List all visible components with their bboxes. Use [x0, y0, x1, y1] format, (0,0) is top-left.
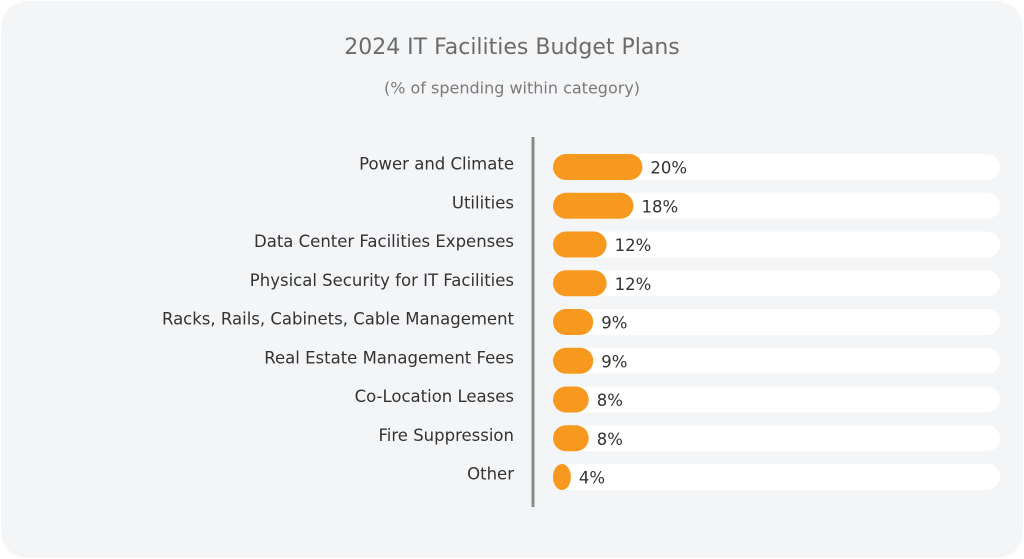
track [553, 270, 1000, 297]
chart-title: 2024 IT Facilities Budget Plans [344, 35, 680, 60]
track [553, 231, 1000, 258]
category-label: Fire Suppression [379, 426, 514, 445]
category-label: Other [467, 465, 514, 484]
track [553, 464, 1000, 490]
category-label: Physical Security for IT Facilities [250, 271, 514, 290]
track [553, 192, 1000, 219]
value-label: 9% [601, 352, 627, 371]
bar [553, 231, 607, 258]
value-label: 20% [650, 159, 687, 178]
category-label: Power and Climate [359, 155, 514, 174]
category-label: Real Estate Management Fees [264, 348, 514, 367]
value-label: 4% [579, 469, 605, 488]
track [553, 309, 1000, 335]
value-label: 8% [597, 391, 623, 410]
value-label: 18% [641, 197, 678, 216]
bar [553, 154, 643, 180]
value-label: 8% [597, 430, 623, 449]
category-label: Co-Location Leases [355, 387, 514, 406]
bar [553, 270, 607, 297]
bar [553, 192, 634, 219]
value-label: 9% [601, 314, 627, 333]
chart-subtitle: (% of spending within category) [384, 79, 640, 98]
bar [553, 347, 594, 374]
bar [553, 309, 594, 335]
bar [553, 464, 571, 490]
track [553, 386, 1000, 413]
category-label: Utilities [452, 193, 514, 212]
category-label: Racks, Rails, Cabinets, Cable Management [162, 310, 515, 329]
track [553, 425, 1000, 452]
track [553, 347, 1000, 374]
value-label: 12% [615, 275, 652, 294]
bar [553, 386, 589, 413]
track [553, 154, 1000, 180]
bar [553, 425, 589, 452]
value-label: 12% [615, 236, 652, 255]
category-label: Data Center Facilities Expenses [254, 232, 514, 251]
